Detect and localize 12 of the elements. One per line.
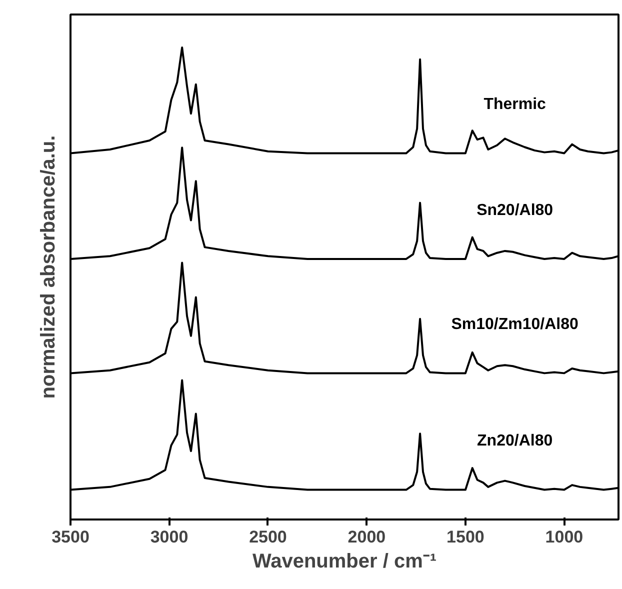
series-label: Sm10/Zm10/Al80 [451,316,579,334]
series-label: Thermic [484,96,546,114]
x-tick-label: 1000 [545,528,584,546]
x-tick-label: 2000 [348,528,386,546]
x-tick-label: 1500 [446,528,484,546]
y-axis-title: normalized absorbance/a.u. [38,135,60,399]
series-label: Zn20/Al80 [477,432,553,450]
x-tick-label: 2500 [249,528,287,546]
x-tick-label: 3000 [150,528,188,546]
series-label: Sn20/Al80 [476,202,554,219]
x-axis-title: Wavenumber / cm⁻¹ [252,550,437,572]
x-tick-label: 3500 [52,528,90,546]
